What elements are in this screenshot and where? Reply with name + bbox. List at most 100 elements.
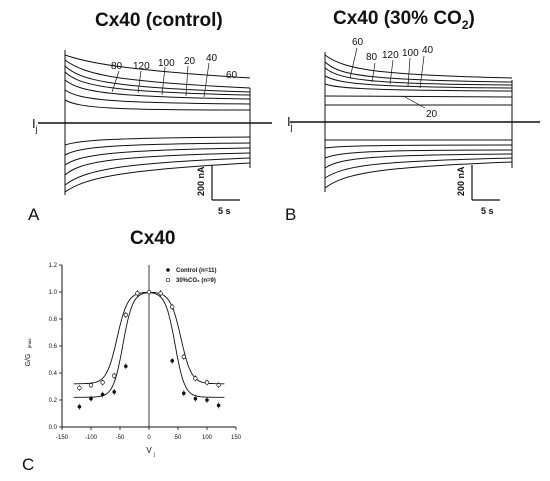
panel-a-scalebar-current: 200 nA [196,166,206,196]
data-point-co2 [170,304,175,310]
panel-a-trace-negative-1 [64,136,251,146]
panel-a-trace-positive-4 [64,71,251,96]
panel-b-trace-label-80: 80 [366,52,378,63]
legend-marker-control [166,268,170,272]
data-point-control [193,396,198,401]
panel-a-label-leaders [111,62,210,98]
panel-a-trace-positive-5 [64,79,251,100]
data-point-co2 [216,383,221,388]
panel-a-trace-positive-6 [64,89,251,105]
legend-marker-co2 [165,277,171,283]
panel-b-trace-label-60: 60 [352,37,364,48]
data-point-co2 [204,380,210,385]
y-tick-label: 0.2 [49,398,58,404]
panel-b-trace-negative-4 [324,153,513,169]
panel-b-trace-positive-1 [324,54,513,79]
panel-b-leader [349,47,358,79]
x-tick-label: 50 [175,435,182,441]
panel-b-leader [404,96,426,109]
y-tick-label: 0.0 [49,425,58,431]
data-point-control [182,391,186,396]
panel-b-trace-label-100: 100 [402,48,419,59]
panel-a-scalebar-time: 5 s [218,206,231,216]
panel-b-leader [419,55,425,89]
panel-b-trace-negative-6 [324,161,513,189]
panel-a-trace-label: Ij [32,116,38,134]
panel-b-trace-positive-6 [324,95,513,98]
panel-b-title-main: Cx40 (30% CO [333,8,462,29]
data-point-co2 [100,380,105,385]
y-tick-label: 0.4 [49,371,58,377]
data-point-control [205,398,209,402]
x-tick-label: -50 [116,435,125,441]
panel-a-trace-negative-2 [64,142,251,156]
data-point-co2 [146,289,152,295]
panel-b-label-leaders [349,47,426,109]
panel-a-letter: A [28,205,40,224]
y-axis-label-sub: jmax [27,338,32,349]
panel-b-scalebar-time: 5 s [481,206,494,216]
data-point-control [170,359,174,363]
panel-a-trace-negative-4 [64,152,251,176]
panel-b-leader [407,57,411,87]
panel-a-trace-positive-7 [64,99,251,111]
data-point-co2 [123,312,128,318]
x-axis-label-sub: j [153,452,155,458]
panel-b-title: Cx40 (30% CO2) [333,8,475,32]
panel-a-trace-label-80: 80 [111,61,123,72]
panel-b-trace-negative-5 [324,157,513,179]
panel-b-trace-positive-5 [324,83,513,92]
data-point-co2 [88,383,94,388]
panel-b-trace-group [290,52,540,201]
panel-b-letter: B [285,205,297,224]
panel-a-trace-label-120: 120 [133,61,150,72]
data-point-co2 [77,385,82,391]
panel-a-trace-positive-1 [64,54,251,79]
panel-a-leader [111,70,120,93]
data-point-control [216,403,221,408]
x-tick-label: 150 [231,435,242,441]
panel-b-scalebar-current: 200 nA [456,166,466,196]
y-tick-label: 1.2 [49,263,58,269]
data-point-co2 [193,376,198,381]
panel-b-trace-positive-4 [324,75,513,89]
x-tick-label: 0 [147,435,151,441]
data-point-control [112,390,116,394]
panel-a-trace-label-100: 100 [158,58,175,69]
x-axis-label: V [146,446,152,455]
data-point-co2 [112,373,117,378]
panel-b-trace-label: Ij [287,114,293,132]
panel-a-trace-negative-6 [64,162,251,193]
data-point-control [100,392,105,397]
y-tick-label: 1.0 [49,290,58,296]
data-point-control [77,404,82,409]
panel-b-trace-negative-2 [324,144,513,149]
data-point-co2 [181,354,186,359]
panel-b-trace-positive-3 [324,67,513,86]
panel-c-title: Cx40 [130,228,176,249]
panel-a-leader [137,70,142,94]
x-tick-label: -100 [85,435,98,441]
panel-a-leader [185,65,189,97]
y-tick-label: 0.8 [49,317,58,323]
panel-b-trace-label-40: 40 [422,45,434,56]
panel-a-title: Cx40 (control) [95,10,223,31]
data-point-co2 [135,291,140,296]
x-tick-label: 100 [202,435,213,441]
panel-b-leader [371,62,376,83]
panel-b-leader [389,59,394,85]
panel-b-title-sub: 2 [461,17,469,32]
panel-a-leader [203,62,210,98]
data-point-co2 [158,291,163,296]
panel-a-trace-negative-3 [64,147,251,166]
legend-label-series-2: 30%CO₂ (n=9) [176,278,216,284]
panel-b-trace-negative-3 [324,149,513,159]
panel-b-title-end: ) [468,8,475,29]
legend-label-series-1: Control (n=11) [176,268,217,274]
y-tick-label: 0.6 [49,344,58,350]
y-axis-label: G/G [25,354,32,367]
panel-a-trace-positive-2 [64,59,251,89]
panel-a-trace-label-20: 20 [184,56,196,67]
